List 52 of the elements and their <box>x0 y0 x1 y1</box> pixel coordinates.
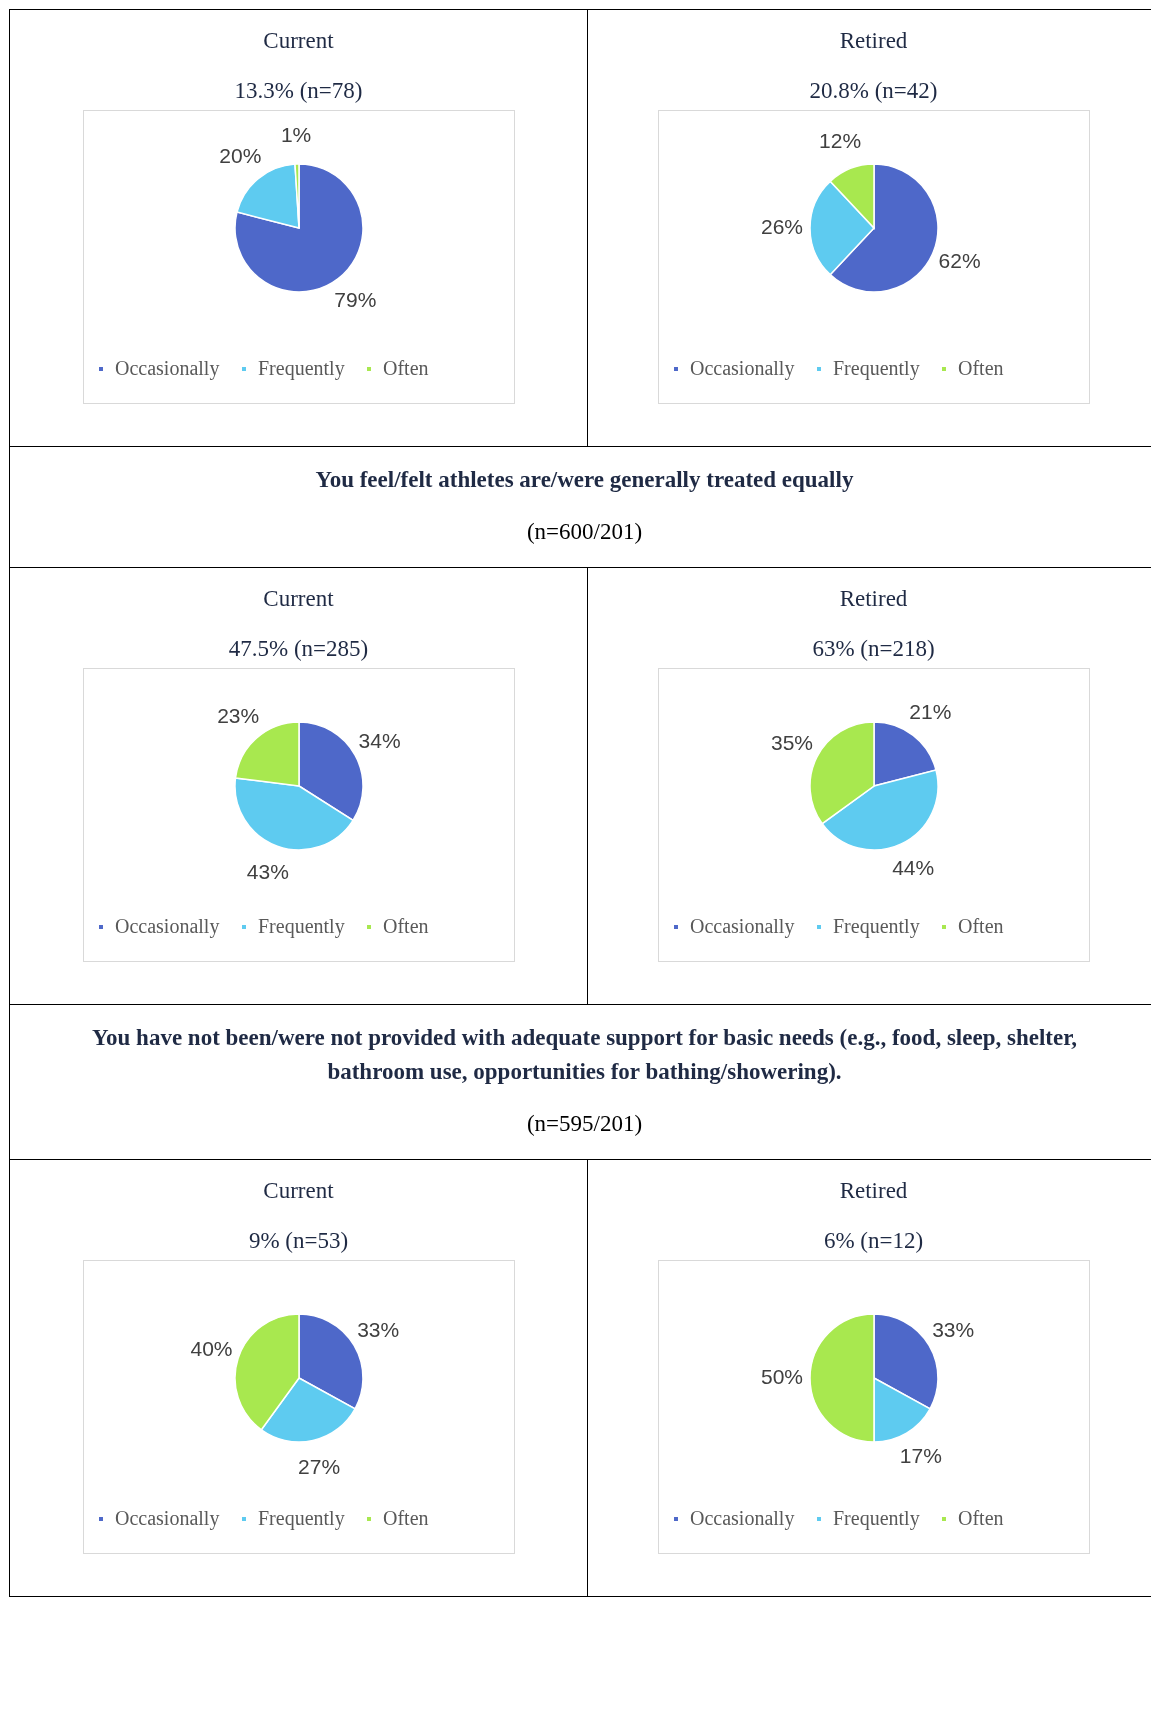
chart-subtitle: 13.3% (n=78) <box>233 78 364 104</box>
data-label: 20% <box>218 144 261 168</box>
chart-title: Retired <box>838 28 909 54</box>
data-label: 33% <box>931 1318 974 1342</box>
data-label: 35% <box>770 731 813 755</box>
legend-label: Often <box>957 915 1004 937</box>
data-label: 62% <box>938 248 981 272</box>
chart-title: Current <box>262 28 335 54</box>
legend-label: Frequently <box>257 1507 345 1530</box>
data-label: 12% <box>818 129 861 153</box>
legend-label: Frequently <box>257 915 345 938</box>
text: You have not been/were not provided with adequate support for basic needs (e.g., food, sleep, shelter, bathroom use, opportunities for bathing/showering). <box>91 1024 1078 1086</box>
text: (n=600/201) <box>525 519 644 545</box>
legend-label: Occasionally <box>114 915 219 938</box>
legend-label: Occasionally <box>689 357 794 380</box>
data-label: 40% <box>189 1336 233 1360</box>
data-label: 21% <box>908 700 951 724</box>
legend-label: Often <box>957 1507 1004 1529</box>
chart-subtitle: 47.5% (n=285) <box>227 636 370 662</box>
text: You feel/felt athletes are/were generally treated equally <box>314 466 855 494</box>
legend-label: Often <box>382 1507 429 1529</box>
chart-title: Retired <box>838 1178 909 1204</box>
chart-subtitle: 63% (n=218) <box>811 636 936 662</box>
legend-label: Frequently <box>832 915 920 938</box>
chart-subtitle: 20.8% (n=42) <box>808 78 939 104</box>
legend-label: Often <box>382 357 429 379</box>
data-label: 23% <box>216 703 259 727</box>
legend-label: Occasionally <box>689 915 794 938</box>
data-label: 50% <box>760 1365 803 1388</box>
data-label: 1% <box>280 123 311 147</box>
legend-label: Often <box>382 915 429 937</box>
chart-subtitle: 6% (n=12) <box>822 1228 925 1254</box>
text: (n=595/201) <box>525 1111 644 1137</box>
legend-label: Frequently <box>832 357 920 380</box>
legend-label: Frequently <box>257 357 345 380</box>
legend-label: Occasionally <box>689 1507 794 1530</box>
data-label: 34% <box>358 728 401 752</box>
legend-label: Occasionally <box>114 357 219 380</box>
data-label: 26% <box>760 215 803 238</box>
data-label: 43% <box>246 859 289 883</box>
legend-label: Frequently <box>832 1507 920 1530</box>
legend-label: Occasionally <box>114 1507 219 1530</box>
data-label: 27% <box>297 1454 340 1478</box>
legend-label: Often <box>957 357 1004 379</box>
chart-title: Current <box>262 1178 335 1204</box>
data-label: 33% <box>356 1318 399 1342</box>
chart-subtitle: 9% (n=53) <box>247 1228 350 1254</box>
chart-title: Current <box>262 586 335 612</box>
data-label: 17% <box>899 1444 942 1468</box>
data-label: 79% <box>333 287 376 311</box>
data-label: 44% <box>891 856 934 880</box>
chart-title: Retired <box>838 586 909 612</box>
